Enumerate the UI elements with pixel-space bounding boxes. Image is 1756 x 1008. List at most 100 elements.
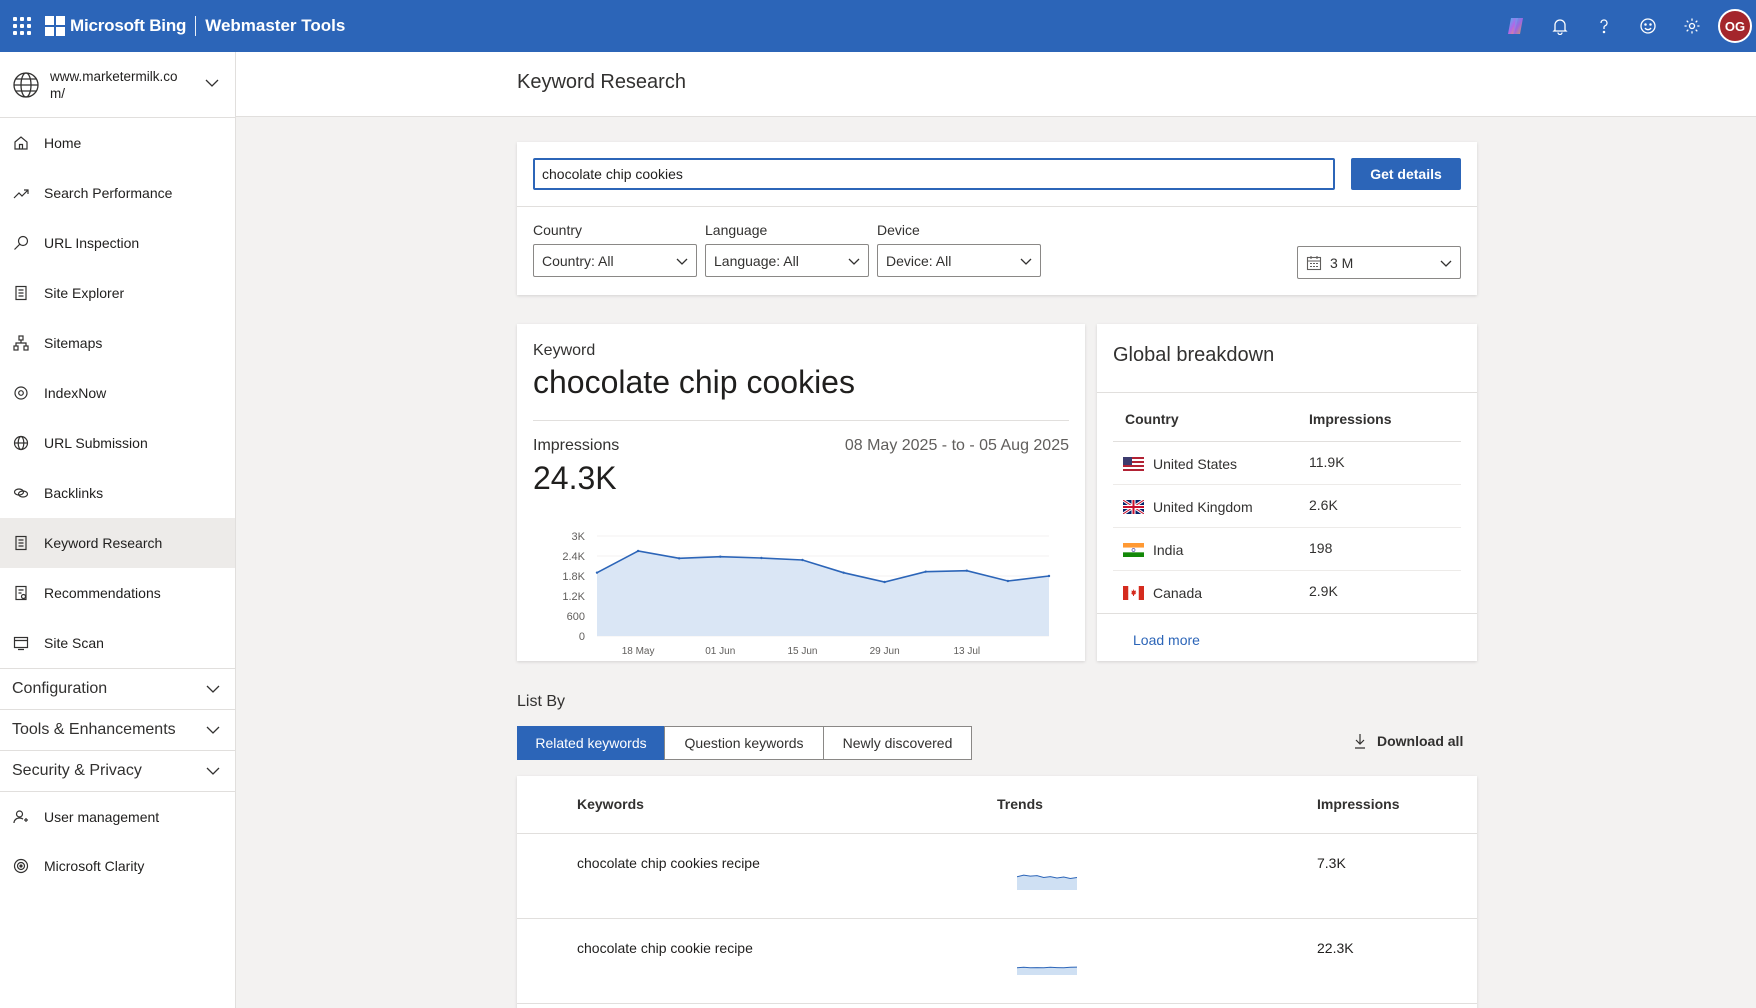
sidebar-item-label: Sitemaps bbox=[44, 335, 103, 351]
sidebar-item-url-inspection[interactable]: URL Inspection bbox=[0, 218, 235, 268]
sidebar-group-label: Configuration bbox=[12, 680, 108, 697]
impressions-label: Impressions bbox=[533, 437, 620, 454]
chevron-down-icon bbox=[206, 767, 220, 775]
product-name[interactable]: Webmaster Tools bbox=[205, 16, 346, 35]
data-point bbox=[760, 556, 763, 560]
sidebar-item-search-performance[interactable]: Search Performance bbox=[0, 168, 235, 218]
get-details-button[interactable]: Get details bbox=[1351, 158, 1461, 190]
divider bbox=[533, 420, 1069, 421]
sparkline-area bbox=[1017, 967, 1077, 975]
microsoft-logo-icon bbox=[45, 16, 65, 36]
site-url: www.marketermilk.com/ bbox=[50, 68, 178, 101]
language-dropdown-value: Language: All bbox=[714, 252, 799, 269]
data-point bbox=[801, 558, 804, 562]
country-dropdown[interactable]: Country: All bbox=[533, 244, 697, 277]
sidebar-item-label: Keyword Research bbox=[44, 535, 163, 551]
tab-related-keywords[interactable]: Related keywords bbox=[517, 726, 665, 760]
checklist-icon bbox=[12, 584, 30, 602]
data-point bbox=[1006, 579, 1010, 583]
keyword-search-input[interactable] bbox=[533, 158, 1335, 190]
keyword-cell[interactable]: chocolate chip cookies recipe bbox=[577, 855, 760, 871]
table-row[interactable]: chocolate chip cookie recipe 22.3K bbox=[517, 919, 1477, 1004]
keyword-label: Keyword bbox=[533, 342, 596, 359]
table-row: United Kingdom 2.6K bbox=[1113, 485, 1461, 528]
home-icon bbox=[12, 134, 30, 152]
keyword-title: chocolate chip cookies bbox=[533, 364, 855, 400]
sparkline-area bbox=[1017, 875, 1077, 890]
language-dropdown[interactable]: Language: All bbox=[705, 244, 869, 277]
user-icon bbox=[12, 808, 30, 826]
sidebar-item-sitemaps[interactable]: Sitemaps bbox=[0, 318, 235, 368]
sidebar-item-backlinks[interactable]: Backlinks bbox=[0, 468, 235, 518]
chevron-down-icon bbox=[1020, 258, 1032, 265]
sidebar-group-tools-enhancements[interactable]: Tools & Enhancements bbox=[0, 709, 235, 750]
help-icon[interactable] bbox=[1582, 0, 1626, 52]
sidebar-item-home[interactable]: Home bbox=[0, 118, 235, 168]
sidebar-item-indexnow[interactable]: IndexNow bbox=[0, 368, 235, 418]
x-tick-label: 13 Jul bbox=[953, 646, 980, 657]
sidebar-item-keyword-research[interactable]: Keyword Research bbox=[0, 518, 235, 568]
sidebar-item-label: URL Submission bbox=[44, 435, 148, 451]
x-tick-label: 15 Jun bbox=[787, 646, 817, 657]
load-more-link[interactable]: Load more bbox=[1133, 632, 1200, 648]
download-all-button[interactable]: Download all bbox=[1352, 733, 1463, 749]
sidebar-item-microsoft-clarity[interactable]: Microsoft Clarity bbox=[0, 841, 235, 891]
sidebar-item-label: Home bbox=[44, 135, 82, 151]
y-tick-label: 1.8K bbox=[562, 571, 585, 583]
country-name: United States bbox=[1153, 456, 1238, 472]
x-tick-label: 29 Jun bbox=[870, 646, 900, 657]
sidebar-item-site-explorer[interactable]: Site Explorer bbox=[0, 268, 235, 318]
trend-icon bbox=[12, 184, 30, 202]
brand-name[interactable]: Microsoft Bing bbox=[70, 16, 187, 35]
link-icon bbox=[12, 484, 30, 502]
avatar[interactable]: OG bbox=[1718, 9, 1752, 43]
copilot-icon[interactable] bbox=[1494, 0, 1538, 52]
country-impressions: 11.9K bbox=[1309, 454, 1345, 470]
sidebar-group-configuration[interactable]: Configuration bbox=[0, 668, 235, 709]
language-filter-label: Language bbox=[705, 222, 768, 238]
global-breakdown-card: Global breakdown Country Impressions Uni… bbox=[1097, 324, 1477, 661]
table-row[interactable]: chocolate chip cookies recipe 7.3K bbox=[517, 834, 1477, 919]
globe-icon bbox=[12, 434, 30, 452]
y-tick-label: 2.4K bbox=[562, 551, 585, 563]
data-point bbox=[842, 571, 845, 574]
list-by-label: List By bbox=[517, 693, 566, 710]
country-name: Canada bbox=[1153, 585, 1203, 601]
sidebar-item-label: User management bbox=[44, 808, 160, 825]
sidebar-item-url-submission[interactable]: URL Submission bbox=[0, 418, 235, 468]
y-tick-label: 600 bbox=[567, 611, 585, 623]
chevron-down-icon bbox=[206, 726, 220, 734]
search-row: Get details bbox=[517, 142, 1477, 207]
apps-waffle-icon[interactable] bbox=[12, 16, 32, 36]
column-header-impressions: Impressions bbox=[1317, 796, 1400, 812]
date-range-dropdown[interactable]: 3 M bbox=[1297, 246, 1461, 279]
top-bar: Microsoft Bing Webmaster Tools OG bbox=[0, 0, 1756, 52]
chevron-down-icon bbox=[848, 258, 860, 265]
global-breakdown-title: Global breakdown bbox=[1113, 344, 1275, 366]
tab-newly-discovered[interactable]: Newly discovered bbox=[823, 726, 972, 760]
data-point bbox=[719, 555, 722, 558]
tab-question-keywords[interactable]: Question keywords bbox=[664, 726, 824, 760]
sidebar-item-site-scan[interactable]: Site Scan bbox=[0, 618, 235, 668]
sidebar-group-label: Tools & Enhancements bbox=[12, 721, 176, 738]
country-filter-label: Country bbox=[533, 222, 583, 238]
site-selector[interactable]: www.marketermilk.com/ bbox=[0, 52, 235, 118]
sidebar-item-label: Site Scan bbox=[44, 635, 104, 651]
sidebar-item-user-management[interactable]: User management bbox=[0, 791, 235, 841]
keyword-cell[interactable]: chocolate chip cookie recipe bbox=[577, 940, 753, 956]
data-point bbox=[1047, 574, 1051, 578]
device-dropdown[interactable]: Device: All bbox=[877, 244, 1041, 277]
data-point bbox=[883, 580, 886, 584]
search-icon bbox=[12, 234, 30, 252]
gear-icon[interactable] bbox=[1670, 0, 1714, 52]
sparkline-line bbox=[1017, 874, 1077, 880]
scan-icon bbox=[12, 634, 30, 652]
data-point bbox=[924, 570, 927, 573]
device-dropdown-value: Device: All bbox=[886, 252, 952, 269]
sidebar-group-security-privacy[interactable]: Security & Privacy bbox=[0, 750, 235, 791]
table-row: India 198 bbox=[1113, 528, 1461, 571]
smiley-feedback-icon[interactable] bbox=[1626, 0, 1670, 52]
sidebar-item-recommendations[interactable]: Recommendations bbox=[0, 568, 235, 618]
bell-icon[interactable] bbox=[1538, 0, 1582, 52]
search-card: Get details Country Country: All Languag… bbox=[517, 142, 1477, 295]
